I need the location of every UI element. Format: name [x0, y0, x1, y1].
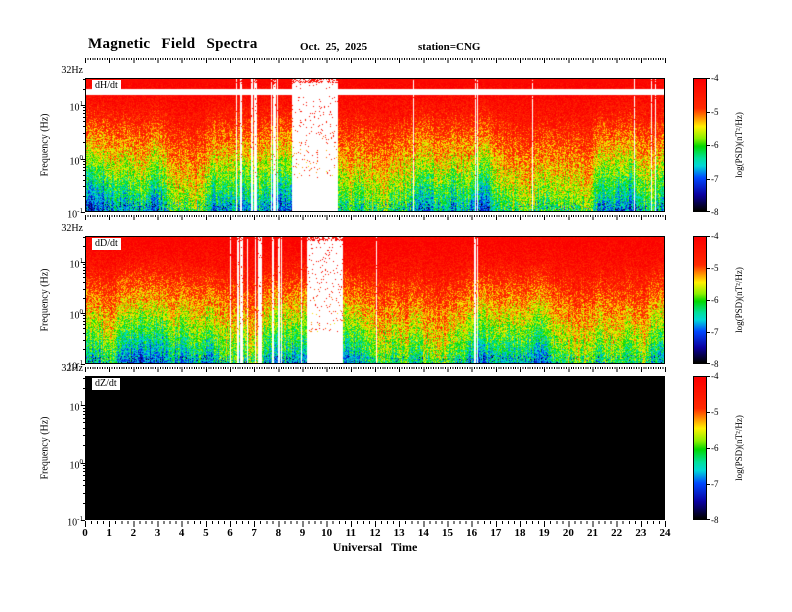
y-tick-label: 101	[69, 400, 84, 414]
x-tick-label: 13	[393, 527, 405, 539]
spectrogram-canvas-dh-dt	[86, 79, 664, 211]
y-major-tick	[81, 212, 85, 213]
x-tick-label: 17	[490, 527, 502, 539]
colorbar-tick-label: -5	[711, 106, 719, 117]
colorbar-canvas-dh-dt	[694, 79, 706, 211]
colorbar-tick-label: -8	[711, 359, 719, 369]
x-tick-label: 7	[251, 527, 257, 539]
x-tick-label: 14	[417, 527, 429, 539]
colorbar-tick	[707, 179, 710, 180]
top-axis-ruler	[85, 58, 666, 63]
colorbar-tick-label: -5	[711, 407, 719, 417]
y-axis-title: Frequency (Hz)	[39, 268, 51, 332]
colorbar-tick	[707, 484, 710, 485]
colorbar-tick	[707, 363, 710, 364]
colorbar-tick-label: -7	[711, 479, 719, 489]
spectrogram-canvas-dz-dt	[86, 377, 664, 519]
y-tick-label: 100	[69, 307, 84, 322]
colorbar-tick-label: -6	[711, 295, 719, 305]
y-tick-label: 101	[69, 100, 84, 114]
x-axis-title: Universal Time	[332, 540, 418, 554]
colorbar-tick	[707, 332, 710, 333]
station-label: station=CNG	[418, 41, 481, 53]
x-tick-label: 16	[466, 527, 478, 539]
y-axis-top-label: 32Hz	[61, 223, 83, 234]
x-tick-label: 3	[154, 527, 161, 539]
colorbar-tick	[707, 145, 710, 146]
colorbar-canvas-dd-dt	[694, 237, 706, 363]
colorbar-tick	[707, 300, 710, 301]
colorbar-dh-dt	[693, 78, 707, 212]
x-tick-label: 5	[203, 527, 209, 539]
y-tick-label: 10-1	[67, 515, 83, 529]
figure-title: Magnetic Field Spectra	[88, 36, 258, 52]
colorbar-dd-dt	[693, 236, 707, 364]
colorbar-canvas-dz-dt	[694, 377, 706, 519]
x-tick-label: 2	[130, 527, 137, 539]
y-tick-label: 10-1	[67, 207, 83, 221]
x-tick-label: 15	[442, 527, 453, 539]
x-tick-label: 8	[275, 527, 282, 539]
colorbar-tick	[707, 211, 710, 212]
y-tick-label: 100	[69, 153, 84, 167]
colorbar-tick	[707, 412, 710, 413]
x-tick-label: 24	[659, 527, 671, 539]
colorbar-dz-dt	[693, 376, 707, 520]
colorbar-tick-label: -4	[711, 73, 719, 83]
colorbar-title: log(PSD)(nT²/Hz)	[734, 267, 744, 333]
spectrogram-panel-dh-dt: dH/dt	[85, 78, 665, 212]
x-tick-label: 21	[587, 527, 598, 539]
colorbar-title: log(PSD)(nT²/Hz)	[734, 415, 744, 481]
panel2-bottom-ruler	[85, 367, 666, 372]
x-tick-label: 10	[321, 527, 333, 539]
x-tick-label: 0	[82, 527, 88, 539]
colorbar-tick-label: -5	[711, 263, 719, 273]
y-axis-top-label: 32Hz	[61, 363, 83, 374]
x-tick-label: 1	[106, 527, 112, 539]
colorbar-tick-label: -7	[711, 327, 719, 337]
x-tick-label: 20	[562, 527, 574, 539]
colorbar-tick	[707, 78, 710, 79]
y-tick-label: 100	[69, 457, 84, 471]
x-tick-label: 19	[538, 527, 550, 539]
colorbar-tick-label: -8	[711, 515, 719, 525]
y-axis-top-label: 32Hz	[61, 65, 83, 76]
colorbar-tick-label: -4	[711, 371, 719, 381]
y-axis-title: Frequency (Hz)	[39, 416, 51, 480]
x-tick-label: 11	[345, 527, 357, 539]
colorbar-tick-label: -4	[711, 231, 719, 241]
colorbar-tick-label: -7	[711, 173, 719, 184]
x-tick-label: 12	[369, 527, 381, 539]
figure-date: Oct. 25, 2025	[300, 41, 368, 53]
panel-label-dh-dt: dH/dt	[92, 80, 121, 92]
colorbar-tick	[707, 236, 710, 237]
colorbar-tick	[707, 268, 710, 269]
y-tick-label: 10-1	[67, 359, 83, 373]
colorbar-tick	[707, 376, 710, 377]
x-axis-ticks	[85, 521, 666, 527]
spectrogram-canvas-dd-dt	[86, 237, 664, 363]
y-major-tick	[81, 364, 85, 365]
colorbar-tick	[707, 112, 710, 113]
spectrogram-panel-dd-dt: dD/dt	[85, 236, 665, 364]
colorbar-tick-label: -6	[711, 140, 719, 150]
panel-label-dd-dt: dD/dt	[92, 238, 121, 250]
panel1-bottom-ruler	[85, 215, 666, 220]
colorbar-tick-label: -8	[711, 207, 719, 217]
x-tick-label: 23	[635, 527, 647, 539]
x-tick-label: 9	[299, 527, 306, 539]
spectrogram-panel-dz-dt: dZ/dt	[85, 376, 665, 520]
x-tick-label: 18	[514, 527, 526, 539]
y-axis-title: Frequency (Hz)	[39, 113, 51, 177]
panel-label-dz-dt: dZ/dt	[92, 378, 120, 390]
colorbar-tick-label: -6	[711, 443, 719, 453]
x-tick-label: 4	[178, 527, 185, 539]
y-tick-label: 101	[69, 256, 84, 271]
x-tick-label: 22	[611, 527, 623, 539]
colorbar-title: log(PSD)(nT²/Hz)	[734, 112, 744, 178]
colorbar-tick	[707, 519, 710, 520]
x-tick-label: 6	[227, 527, 233, 539]
colorbar-tick	[707, 448, 710, 449]
